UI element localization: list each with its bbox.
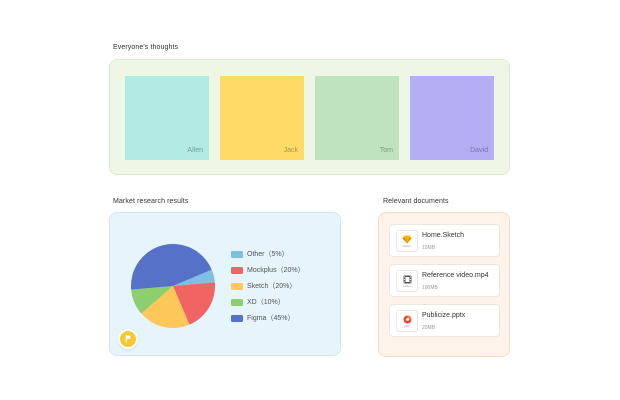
- legend-label: XD（10%）: [247, 299, 285, 306]
- document-name: Publicize.pptx: [422, 312, 466, 319]
- note-allen[interactable]: Allen: [125, 76, 209, 160]
- legend-item-mockplus[interactable]: Mockplus（20%）: [231, 265, 305, 275]
- pie-chart: [130, 243, 216, 328]
- note-david[interactable]: David: [410, 76, 494, 160]
- document-item-reference-video[interactable]: video Reference video.mp4 100MB: [389, 264, 500, 297]
- legend-swatch: [231, 250, 243, 258]
- legend-label: Sketch（20%）: [247, 283, 297, 290]
- thoughts-title: Everyone's thoughts: [113, 44, 179, 51]
- file-type-tag: sketch: [402, 243, 412, 248]
- market-title: Market research results: [113, 198, 189, 205]
- note-jack[interactable]: Jack: [220, 76, 304, 160]
- legend-swatch: [231, 314, 243, 322]
- legend-item-other[interactable]: Other（5%）: [231, 249, 305, 259]
- legend-swatch: [231, 282, 243, 290]
- note-author: Jack: [283, 147, 298, 154]
- pie-slice-figma[interactable]: [130, 243, 212, 290]
- legend-swatch: [231, 266, 243, 274]
- file-type-tag: video: [403, 283, 411, 288]
- legend-item-sketch[interactable]: Sketch（20%）: [231, 281, 305, 291]
- pie-slice-xd[interactable]: [131, 286, 173, 314]
- document-item-home-sketch[interactable]: sketch Home.Sketch 10MB: [389, 224, 500, 257]
- documents-title: Relevant documents: [383, 198, 449, 205]
- flag-button[interactable]: [118, 329, 138, 349]
- video-file-icon: video: [396, 270, 418, 292]
- document-name: Reference video.mp4: [422, 272, 489, 279]
- note-author: David: [470, 147, 488, 154]
- document-size: 10MB: [422, 245, 436, 251]
- legend-label: Figma（45%）: [247, 315, 295, 322]
- chart-legend: Other（5%） Mockplus（20%） Sketch（20%） XD（10%）…: [231, 249, 305, 329]
- file-type-tag: pptx: [404, 323, 410, 328]
- legend-item-xd[interactable]: XD（10%）: [231, 297, 305, 307]
- legend-item-figma[interactable]: Figma（45%）: [231, 313, 305, 323]
- pie-slice-mockplus[interactable]: [173, 282, 216, 325]
- flag-icon: [124, 330, 133, 348]
- ppt-file-icon: pptx: [396, 310, 418, 332]
- documents-panel: sketch Home.Sketch 10MB video Reference …: [378, 212, 510, 357]
- sketch-file-icon: sketch: [396, 230, 418, 252]
- note-author: Allen: [187, 147, 203, 154]
- legend-swatch: [231, 298, 243, 306]
- legend-label: Mockplus（20%）: [247, 267, 305, 274]
- document-size: 20MB: [422, 325, 436, 331]
- note-author: Tom: [379, 147, 393, 154]
- document-item-publicize-pptx[interactable]: pptx Publicize.pptx 20MB: [389, 304, 500, 337]
- note-tom[interactable]: Tom: [315, 76, 399, 160]
- pie-slice-sketch[interactable]: [141, 286, 190, 328]
- document-name: Home.Sketch: [422, 232, 465, 239]
- document-size: 100MB: [422, 285, 438, 291]
- legend-label: Other（5%）: [247, 251, 289, 258]
- pie-slice-other[interactable]: [173, 269, 215, 286]
- market-panel: Other（5%） Mockplus（20%） Sketch（20%） XD（10%）…: [109, 212, 341, 356]
- thoughts-panel: Allen Jack Tom David: [109, 59, 510, 175]
